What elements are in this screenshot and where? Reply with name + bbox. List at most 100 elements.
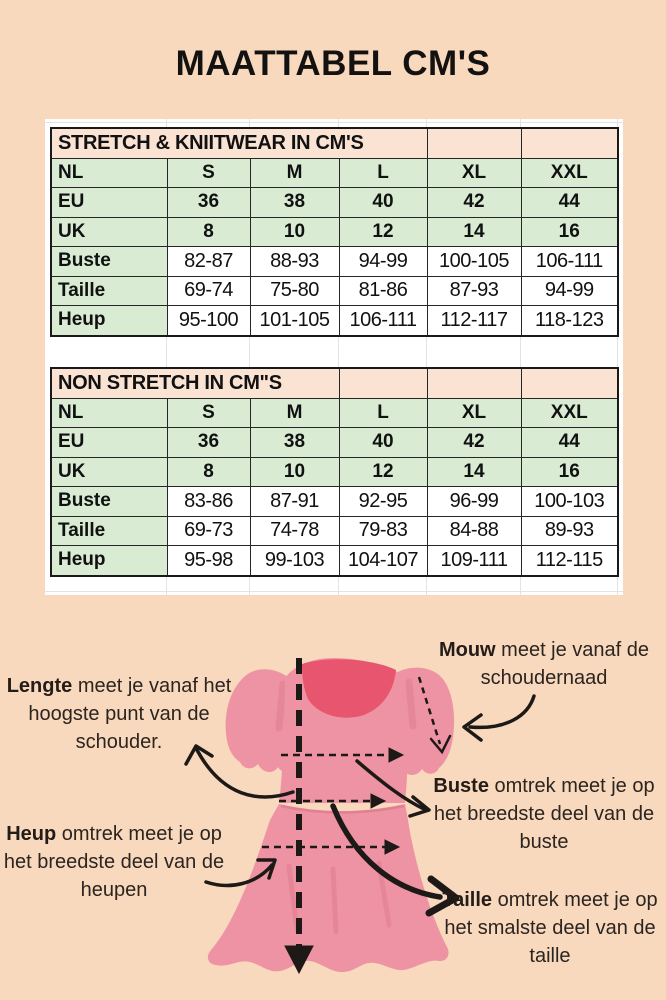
length-arrowhead — [284, 945, 314, 975]
table-value-cell: 75-80 — [249, 275, 340, 306]
buste-arrowhead — [408, 795, 431, 818]
table-value-cell: XXL — [520, 397, 619, 428]
table-value-cell: 112-115 — [520, 545, 619, 576]
table-value-cell: 69-73 — [166, 515, 251, 546]
table-empty-cell — [520, 367, 619, 399]
table-label-cell: Taille — [50, 515, 168, 546]
annotation-taille: Taille omtrek meet je op het smalste dee… — [434, 886, 666, 970]
annotation-text: meet je vanaf het hoogste punt van de sc… — [28, 675, 232, 753]
table-value-cell: L — [338, 397, 428, 428]
annotation-keyword: Mouw — [438, 639, 496, 661]
heup-arrowhead — [256, 858, 277, 880]
annotation-text: omtrek meet je op het breedste deel van … — [433, 775, 655, 853]
table-value-cell: 74-78 — [249, 515, 340, 546]
gridline — [426, 119, 427, 595]
table-value-cell: 40 — [338, 187, 428, 218]
table-value-cell: 36 — [166, 427, 251, 458]
sleeve-shade — [405, 678, 417, 730]
table-value-cell: 106-111 — [520, 246, 619, 277]
table-value-cell: M — [249, 397, 340, 428]
table-value-cell: 87-93 — [426, 275, 522, 306]
table-label-cell: Buste — [50, 486, 168, 517]
table-value-cell: 14 — [426, 456, 522, 487]
table-value-cell: 36 — [166, 187, 251, 218]
table-value-cell: M — [249, 157, 340, 188]
table-empty-cell — [520, 127, 619, 159]
table-label-cell: EU — [50, 427, 168, 458]
page-title: MAATTABEL CM'S — [175, 44, 491, 83]
lengte-arrowhead — [184, 744, 214, 766]
table-value-cell: 94-99 — [520, 275, 619, 306]
gridline — [45, 591, 623, 592]
table-label-cell: UK — [50, 456, 168, 487]
table-label-cell: NL — [50, 157, 168, 188]
table-value-cell: 16 — [520, 456, 619, 487]
table-value-cell: S — [166, 397, 251, 428]
dress-neckline — [302, 659, 396, 718]
annotation-lengte: Lengte meet je vanaf het hoogste punt va… — [4, 672, 234, 756]
annotation-keyword: Buste — [433, 775, 489, 797]
stretch-knitwear-table: STRETCH & KNIITWEAR IN CM'S NL S M L XL XXL EU 3… — [50, 127, 619, 337]
waist-arrowhead — [370, 793, 387, 809]
table-value-cell: 8 — [166, 216, 251, 247]
table-value-cell: 10 — [249, 216, 340, 247]
annotation-arrows — [184, 694, 536, 917]
taille-arrowhead — [425, 875, 460, 917]
table-value-cell: S — [166, 157, 251, 188]
heup-arrow — [204, 863, 274, 888]
annotation-text: omtrek meet je op het smalste deel van d… — [444, 889, 658, 967]
table-title-cell: NON STRETCH IN CM"S — [50, 367, 340, 399]
sleeve-line — [417, 676, 442, 745]
measurement-lines — [262, 658, 452, 975]
table-value-cell: 79-83 — [338, 515, 428, 546]
hip-arrowhead — [384, 839, 401, 855]
annotation-buste: Buste omtrek meet je op het breedste dee… — [428, 772, 660, 856]
table-value-cell: 95-100 — [166, 305, 251, 336]
table-row: Taille 69-73 74-78 79-83 84-88 89-93 — [50, 515, 619, 546]
table-value-cell: XXL — [520, 157, 619, 188]
table-value-cell: 99-103 — [249, 545, 340, 576]
table-label-cell: Taille — [50, 275, 168, 306]
table-value-cell: 16 — [520, 216, 619, 247]
table-value-cell: 94-99 — [338, 246, 428, 277]
table-value-cell: 42 — [426, 187, 522, 218]
table-value-cell: 12 — [338, 456, 428, 487]
table-value-cell: 81-86 — [338, 275, 428, 306]
table-row: Buste 83-86 87-91 92-95 96-99 100-103 — [50, 486, 619, 517]
table-value-cell: 10 — [249, 456, 340, 487]
annotation-text: omtrek meet je op het breedste deel van … — [3, 823, 225, 901]
table-label-cell: Heup — [50, 305, 168, 336]
table-label-cell: NL — [50, 397, 168, 428]
table-label-cell: EU — [50, 187, 168, 218]
table-value-cell: 106-111 — [338, 305, 428, 336]
table-value-cell: 95-98 — [166, 545, 251, 576]
gridline — [166, 119, 167, 595]
gridline — [45, 122, 623, 123]
table-row: Buste 82-87 88-93 94-99 100-105 106-111 — [50, 246, 619, 277]
table-value-cell: 88-93 — [249, 246, 340, 277]
table-empty-cell — [426, 127, 522, 159]
table-value-cell: 38 — [249, 187, 340, 218]
table-row: Taille 69-74 75-80 81-86 87-93 94-99 — [50, 275, 619, 306]
non-stretch-table: NON STRETCH IN CM"S NL S M L XL XXL EU 36 38 40 42 4… — [50, 367, 619, 577]
annotation-keyword: Heup — [6, 823, 57, 845]
waist-seam — [280, 804, 405, 814]
sleeve-shade — [275, 680, 287, 732]
table-value-cell: 92-95 — [338, 486, 428, 517]
annotation-heup: Heup omtrek meet je op het breedste deel… — [0, 820, 228, 904]
table-row: UK 8 10 12 14 16 — [50, 216, 619, 247]
dress-illustration — [184, 658, 536, 975]
table-title-cell: STRETCH & KNIITWEAR IN CM'S — [50, 127, 428, 159]
table-value-cell: 109-111 — [426, 545, 522, 576]
table-value-cell: 100-103 — [520, 486, 619, 517]
table-row: EU 36 38 40 42 44 — [50, 187, 619, 218]
table-value-cell: 87-91 — [249, 486, 340, 517]
table-value-cell: 100-105 — [426, 246, 522, 277]
spreadsheet-panel: STRETCH & KNIITWEAR IN CM'S NL S M L XL XXL EU 3… — [45, 119, 623, 595]
mouw-arrowhead — [462, 713, 483, 742]
table-value-cell: 84-88 — [426, 515, 522, 546]
buste-arrow — [355, 759, 426, 811]
table-value-cell: 112-117 — [426, 305, 522, 336]
dress-left-sleeve — [225, 669, 295, 773]
annotation-mouw: Mouw meet je vanaf de schoudernaad — [432, 636, 656, 692]
